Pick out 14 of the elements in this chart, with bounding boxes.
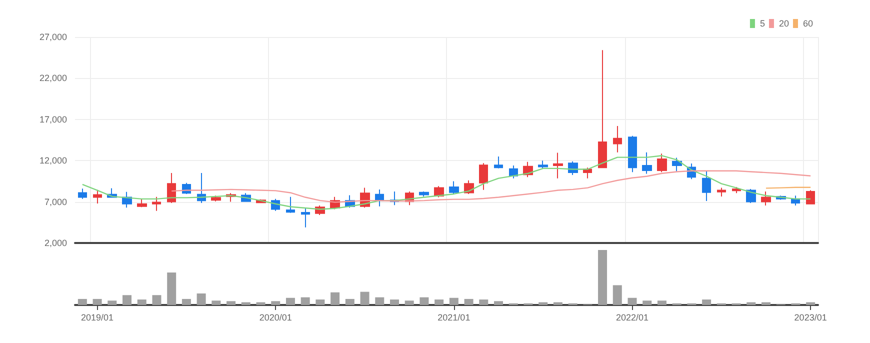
y-tick-label: 22,000 <box>39 73 67 84</box>
legend-label: 5 <box>760 18 765 28</box>
x-tick-label: 2023/01 <box>794 312 827 322</box>
legend-label: 60 <box>802 18 814 28</box>
y-tick-label: 2,000 <box>44 238 67 248</box>
y-tick-label: 7,000 <box>44 196 67 207</box>
x-tick-label: 2022/01 <box>616 312 649 322</box>
x-tick-label: 2019/01 <box>81 312 114 322</box>
legend-label: 20 <box>778 18 789 28</box>
x-tick-label: 2021/01 <box>438 312 470 322</box>
y-tick-label: 17,000 <box>39 114 67 124</box>
y-tick-label: 12,000 <box>39 156 67 166</box>
y-tick-label: 27,000 <box>39 32 67 42</box>
x-tick-label: 2020/01 <box>259 312 292 322</box>
